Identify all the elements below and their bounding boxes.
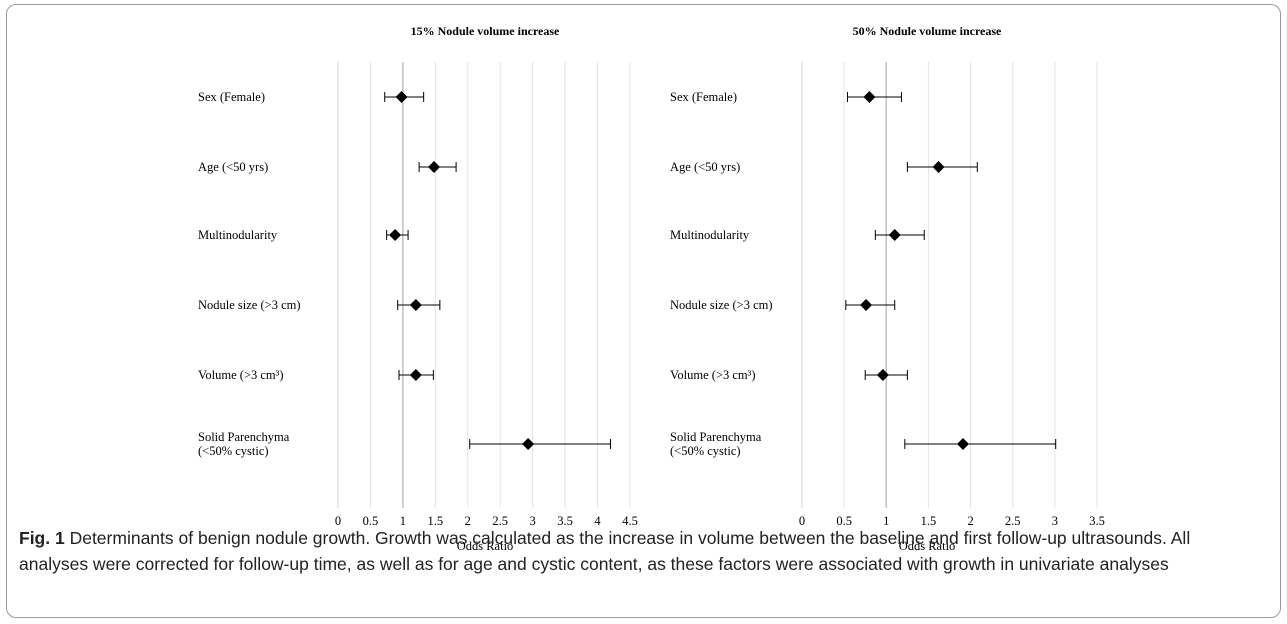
panel2-odds-ratio-marker: [863, 91, 876, 103]
panel2-x-axis-label: Odds Ratio: [899, 539, 956, 553]
panel1-row-label: Solid Parenchyma: [198, 430, 290, 444]
figure-caption: Fig. 1 Determinants of benign nodule gro…: [19, 525, 1264, 577]
panel2-tick-label: 1: [883, 514, 889, 528]
panel1-tick-label: 2: [465, 514, 471, 528]
panel2-row-label: Nodule size (>3 cm): [670, 298, 773, 312]
panel2-tick-label: 1.5: [921, 514, 937, 528]
panel1-odds-ratio-marker: [409, 299, 422, 311]
panel1-row-label: Nodule size (>3 cm): [198, 298, 301, 312]
panel2-row-label: Multinodularity: [670, 228, 750, 242]
panel2-tick-label: 2.5: [1005, 514, 1021, 528]
panel1-odds-ratio-marker: [428, 161, 441, 173]
panel2-tick-label: 3: [1052, 514, 1058, 528]
figure-frame: [6, 4, 1281, 618]
panel2-odds-ratio-marker: [876, 369, 889, 381]
panel1-tick-label: 4.5: [622, 514, 638, 528]
panel2-tick-label: 2: [967, 514, 973, 528]
panel2-row-label: (<50% cystic): [670, 444, 741, 458]
panel1-title: 15% Nodule volume increase: [411, 24, 560, 38]
panel1-row-label: Multinodularity: [198, 228, 278, 242]
panel1-tick-label: 4: [594, 514, 601, 528]
panel1-tick-label: 0.5: [363, 514, 379, 528]
panel1-tick-label: 1.5: [428, 514, 444, 528]
panel1-x-axis-label: Odds Ratio: [457, 539, 514, 553]
panel1-row-label: Sex (Female): [198, 90, 265, 104]
panel2-odds-ratio-marker: [860, 299, 873, 311]
panel2-row-label: Sex (Female): [670, 90, 737, 104]
panel2-row-label: Volume (>3 cm³): [670, 368, 756, 382]
panel1-tick-label: 2.5: [492, 514, 508, 528]
panel1-row-label: Volume (>3 cm³): [198, 368, 284, 382]
panel1-tick-label: 0: [335, 514, 341, 528]
caption-text: Determinants of benign nodule growth. Gr…: [19, 528, 1191, 574]
panel1-tick-label: 1: [400, 514, 406, 528]
panel1-row-label: Age (<50 yrs): [198, 160, 268, 174]
panel2-title: 50% Nodule volume increase: [853, 24, 1002, 38]
panel2-odds-ratio-marker: [932, 161, 945, 173]
panel1-odds-ratio-marker: [389, 229, 402, 241]
panel2-row-label: Age (<50 yrs): [670, 160, 740, 174]
panel2-row-label: Solid Parenchyma: [670, 430, 762, 444]
panel1-tick-label: 3.5: [557, 514, 573, 528]
panel1-odds-ratio-marker: [522, 438, 535, 450]
panel2-tick-label: 0: [799, 514, 805, 528]
panel2-odds-ratio-marker: [956, 438, 969, 450]
panel2-odds-ratio-marker: [888, 229, 901, 241]
panel2-tick-label: 3.5: [1089, 514, 1105, 528]
panel2-tick-label: 0.5: [836, 514, 852, 528]
panel1-odds-ratio-marker: [409, 369, 422, 381]
panel1-tick-label: 3: [530, 514, 536, 528]
panel1-row-label: (<50% cystic): [198, 444, 269, 458]
panel1-odds-ratio-marker: [395, 91, 408, 103]
caption-label: Fig. 1: [19, 528, 65, 548]
